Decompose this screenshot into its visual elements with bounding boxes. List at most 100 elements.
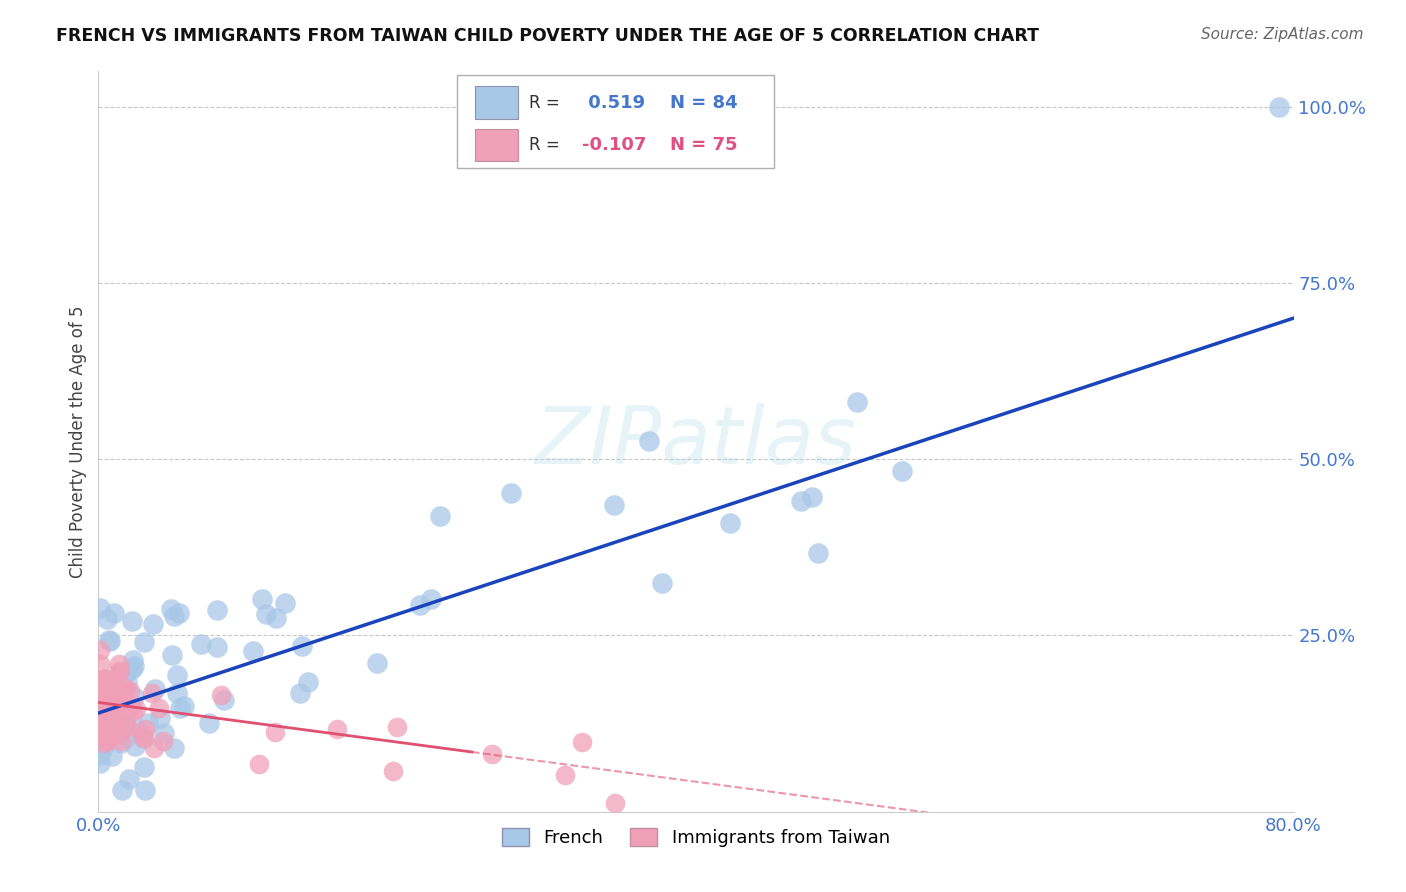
Point — [134, 723, 156, 737]
Point — [143, 682, 166, 697]
Point — [89, 747, 111, 762]
Point — [250, 591, 273, 606]
Point — [148, 701, 170, 715]
Point — [89, 643, 111, 657]
Point — [91, 708, 114, 723]
Point — [98, 712, 121, 726]
Point — [89, 722, 111, 736]
Point — [98, 633, 121, 648]
Text: N = 84: N = 84 — [669, 94, 737, 112]
Point — [110, 734, 132, 748]
Point — [103, 699, 125, 714]
Point — [101, 694, 124, 708]
Point — [117, 720, 139, 734]
Point — [125, 720, 148, 734]
Point — [96, 684, 118, 698]
Point — [108, 689, 131, 703]
Point — [890, 464, 912, 478]
Point — [98, 633, 121, 648]
Point — [554, 768, 576, 782]
Point — [105, 697, 128, 711]
Point — [91, 723, 114, 737]
Point — [142, 616, 165, 631]
Point — [266, 611, 288, 625]
Point — [89, 756, 111, 770]
Text: ZIPatlas: ZIPatlas — [534, 402, 858, 481]
Point — [408, 598, 430, 612]
Point — [103, 719, 125, 733]
Point — [638, 434, 661, 448]
Point — [122, 653, 145, 667]
Point — [89, 657, 111, 672]
Point — [89, 713, 111, 727]
FancyBboxPatch shape — [475, 87, 517, 119]
Point — [159, 602, 181, 616]
Point — [91, 740, 114, 755]
Point — [108, 727, 131, 741]
Point — [103, 607, 125, 621]
Point — [94, 672, 117, 686]
Point — [166, 685, 188, 699]
Point — [212, 693, 235, 707]
Point — [121, 614, 143, 628]
Point — [118, 684, 141, 698]
Point — [93, 673, 115, 687]
Point — [98, 700, 121, 714]
Point — [105, 705, 128, 719]
Point — [651, 576, 673, 591]
Point — [138, 716, 160, 731]
Point — [263, 724, 285, 739]
FancyBboxPatch shape — [475, 128, 517, 161]
Point — [290, 686, 312, 700]
Point — [122, 704, 145, 718]
Point — [117, 664, 139, 678]
Point — [93, 707, 115, 722]
Point — [91, 723, 114, 738]
Point — [93, 710, 115, 724]
Point — [90, 717, 112, 731]
Point — [100, 676, 122, 690]
Point — [790, 494, 813, 508]
Point — [94, 676, 117, 690]
Point — [117, 674, 139, 689]
Point — [91, 736, 114, 750]
Point — [89, 601, 111, 615]
Point — [800, 490, 823, 504]
Point — [198, 716, 221, 731]
Point — [96, 717, 118, 731]
Point — [205, 603, 228, 617]
Point — [273, 596, 295, 610]
Point — [602, 498, 624, 512]
Point — [162, 609, 184, 624]
Point — [108, 657, 131, 672]
Point — [89, 706, 111, 721]
Point — [297, 675, 319, 690]
Text: R =: R = — [529, 94, 560, 112]
Point — [571, 734, 593, 748]
Text: FRENCH VS IMMIGRANTS FROM TAIWAN CHILD POVERTY UNDER THE AGE OF 5 CORRELATION CH: FRENCH VS IMMIGRANTS FROM TAIWAN CHILD P… — [56, 27, 1039, 45]
Point — [107, 665, 129, 680]
Point — [91, 698, 114, 712]
Point — [112, 703, 135, 717]
Point — [101, 749, 124, 764]
Point — [108, 687, 131, 701]
Point — [115, 731, 138, 745]
Point — [89, 692, 111, 706]
Point — [89, 708, 111, 723]
Point — [100, 691, 122, 706]
Point — [97, 734, 120, 748]
Text: -0.107: -0.107 — [582, 136, 647, 154]
Point — [90, 719, 112, 733]
Point — [190, 637, 212, 651]
Text: N = 75: N = 75 — [669, 136, 737, 154]
Point — [108, 686, 131, 700]
Point — [98, 693, 121, 707]
Point — [118, 772, 141, 786]
Point — [96, 693, 118, 707]
Point — [114, 719, 136, 733]
Point — [167, 607, 190, 621]
Point — [132, 634, 155, 648]
Point — [93, 672, 115, 686]
Point — [93, 690, 115, 704]
Point — [94, 684, 117, 698]
